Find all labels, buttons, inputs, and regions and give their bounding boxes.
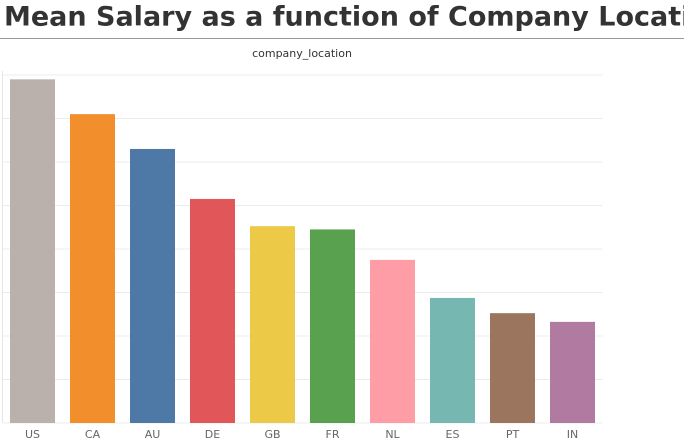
x-tick-label: DE xyxy=(205,428,220,441)
x-tick-label: PT xyxy=(506,428,520,441)
bar xyxy=(190,198,235,423)
x-tick-label: ES xyxy=(446,428,460,441)
bar xyxy=(310,229,355,423)
x-tick-label: FR xyxy=(326,428,340,441)
chart-title: Mean Salary as a function of Company Loc… xyxy=(4,2,684,33)
bar xyxy=(490,313,535,423)
x-tick-label: GB xyxy=(264,428,280,441)
bar xyxy=(430,297,475,423)
x-tick-label: CA xyxy=(85,428,101,441)
bar xyxy=(250,226,295,423)
x-tick-label: AU xyxy=(145,428,161,441)
x-tick-label: IN xyxy=(567,428,578,441)
bar xyxy=(550,321,595,423)
bar xyxy=(370,259,415,423)
bar xyxy=(70,114,115,424)
bar xyxy=(10,79,55,423)
bar xyxy=(130,148,175,423)
x-tick-label: US xyxy=(25,428,40,441)
x-tick-label: NL xyxy=(385,428,400,441)
chart-subtitle: company_location xyxy=(252,47,352,60)
